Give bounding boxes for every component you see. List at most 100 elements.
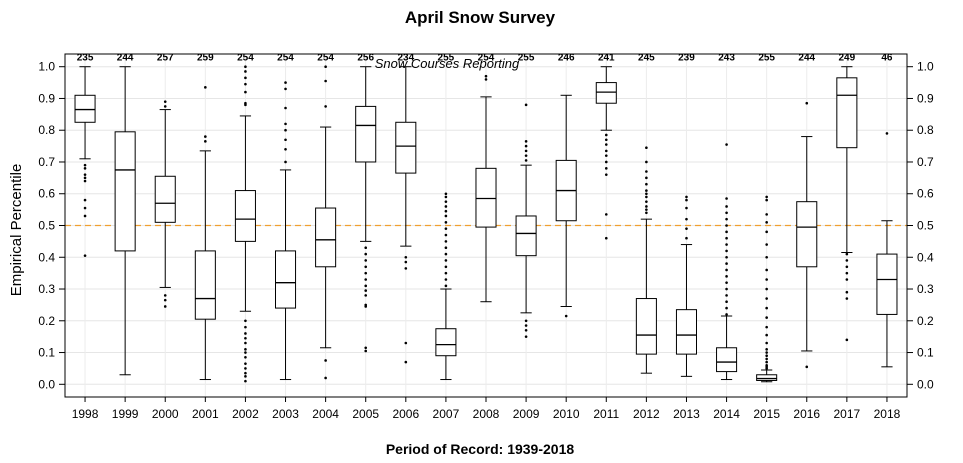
count-label: 249 [839,53,856,64]
outlier-point [765,354,768,358]
outlier-point [725,281,728,284]
count-label: 46 [881,53,893,64]
chart-title: April Snow Survey [405,8,556,27]
y-tick-label: 1.0 [38,60,55,74]
outlier-point [244,367,247,370]
x-tick-label: 2016 [793,407,820,421]
box-body [355,105,377,163]
outlier-point [604,154,608,157]
outlier-point [725,243,728,246]
x-tick-label: 2001 [192,407,219,421]
outlier-point [765,306,768,310]
outlier-point [404,255,408,259]
box-2018 [876,132,898,368]
outlier-point [204,135,207,138]
outlier-point [604,173,608,176]
outlier-point [444,284,448,288]
outlier-point [364,289,368,292]
outlier-point [364,349,368,353]
outlier-point [404,341,408,345]
x-tick-label: 2008 [473,407,500,421]
outlier-point [604,133,608,137]
box-body [876,253,898,315]
outlier-point [324,79,327,83]
box-2009 [515,103,537,338]
outlier-point [244,325,247,329]
outlier-point [244,82,247,86]
outlier-point [244,351,247,354]
y-tick-label: 0.7 [38,155,55,169]
count-label: 257 [157,53,174,64]
y-tick-label-right: 0.0 [917,377,934,391]
outlier-point [645,176,648,180]
outlier-point [845,271,849,275]
outlier-point [725,262,728,265]
outlier-point [364,252,368,256]
x-tick-label: 2017 [834,407,861,421]
outlier-point [524,329,528,332]
outlier-point [444,252,448,256]
outlier-point [244,379,247,383]
outlier-point [725,143,728,146]
outlier-point [765,297,768,300]
box-body [435,328,457,357]
y-tick-label: 0.1 [38,346,55,360]
box-2000 [154,100,176,308]
outlier-point [524,324,528,327]
outlier-point [244,65,247,69]
y-axis-title: Empirical Percentile [8,164,25,297]
outlier-point [725,249,728,253]
x-tick-label: 2002 [232,407,259,421]
outlier-point [244,319,247,323]
outlier-point [805,365,809,369]
box-body [635,298,657,355]
outlier-point [364,265,368,269]
outlier-point [83,163,87,167]
outlier-point [484,74,488,78]
box-2015 [756,195,778,383]
box-1999 [114,66,136,376]
box-2001 [194,86,216,381]
count-label: 244 [117,53,134,64]
outlier-point [725,217,728,221]
box-2012 [635,146,657,374]
box-body [836,77,858,149]
x-axis: 1998 1999 2000 2001 2002 2003 2004 2005 2006 2007… [72,397,901,421]
outlier-point [244,348,247,351]
outlier-point [645,182,648,186]
outlier-point [324,376,327,380]
outlier-point [284,138,287,142]
outlier-point [725,287,728,291]
y-axis-right: 0.0 0.1 0.2 0.3 0.4 0.5 0.6 0.7 0.8 0.9 1.0 [907,60,934,391]
outlier-point [524,144,528,148]
count-label: 245 [638,53,655,64]
outlier-point [604,236,608,240]
box-body [315,207,337,268]
count-label: 254 [277,53,294,64]
box-body [595,82,617,104]
y-tick-label-right: 0.8 [917,123,934,137]
outlier-point [163,305,167,308]
x-axis-title: Period of Record: 1939-2018 [386,441,575,457]
box-body [74,94,96,123]
outlier-point [324,105,327,108]
outlier-point [885,132,889,135]
x-tick-label: 2007 [433,407,460,421]
outlier-point [163,105,167,108]
y-tick-label: 0.2 [38,314,55,328]
outlier-point [604,143,608,146]
outlier-point [284,87,287,91]
outlier-point [765,243,768,246]
x-tick-label: 2018 [874,407,901,421]
count-label: 243 [718,53,735,64]
outlier-point [204,140,207,143]
outlier-point [765,213,768,216]
outlier-point [444,246,448,250]
outlier-point [244,341,247,345]
outlier-point [364,294,368,297]
y-tick-label-right: 0.9 [917,91,934,105]
x-tick-label: 2013 [673,407,700,421]
outlier-point [725,306,728,310]
y-tick-label: 0.9 [38,91,55,105]
